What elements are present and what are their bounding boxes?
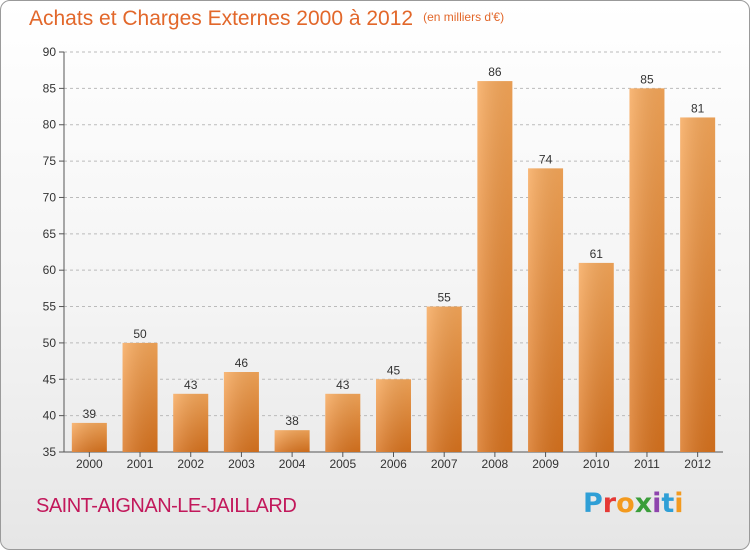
data-label: 85 <box>640 72 654 86</box>
data-label: 50 <box>133 327 147 341</box>
brand-letter: x <box>634 488 653 519</box>
data-label: 39 <box>83 407 97 421</box>
bar-shade <box>680 117 716 453</box>
y-tick-label: 80 <box>43 118 57 132</box>
y-tick-label: 85 <box>43 81 57 95</box>
brand-letter: P <box>583 488 603 519</box>
data-label: 38 <box>285 414 299 428</box>
bar-shade <box>71 422 107 452</box>
y-tick-label: 40 <box>43 409 57 423</box>
y-tick-label: 55 <box>43 300 57 314</box>
bar-shade <box>173 393 209 452</box>
x-tick-label: 2010 <box>583 457 610 471</box>
y-tick-label: 50 <box>43 336 57 350</box>
data-label: 43 <box>184 378 198 392</box>
x-tick-label: 2006 <box>380 457 407 471</box>
chart-title: Achats et Charges Externes 2000 à 2012 (e… <box>29 7 504 31</box>
x-tick-label: 2008 <box>482 457 509 471</box>
data-label: 81 <box>691 101 705 115</box>
data-label: 46 <box>235 356 249 370</box>
x-tick-label: 2005 <box>329 457 356 471</box>
data-label: 55 <box>438 291 452 305</box>
data-label: 61 <box>590 247 604 261</box>
y-tick-label: 45 <box>43 372 57 386</box>
brand-logo: Proxiti <box>583 488 684 519</box>
data-label: 86 <box>488 65 502 79</box>
data-label: 43 <box>336 378 350 392</box>
y-tick-label: 60 <box>43 263 57 277</box>
bar-shade <box>578 262 614 452</box>
city-name: SAINT-AIGNAN-LE-JAILLARD <box>36 495 297 517</box>
data-label: 45 <box>387 363 401 377</box>
y-tick-label: 65 <box>43 227 57 241</box>
bar-shade <box>528 168 564 452</box>
bar-shade <box>223 372 259 452</box>
x-tick-label: 2007 <box>431 457 458 471</box>
x-tick-label: 2009 <box>532 457 559 471</box>
data-label: 74 <box>539 152 553 166</box>
x-tick-label: 2001 <box>127 457 154 471</box>
y-tick-label: 90 <box>43 45 57 59</box>
labels: 35 40 45 50 55 60 65 70 75 80 85 90 39 2000 50 2001 43 20… <box>43 45 712 471</box>
x-tick-label: 2012 <box>684 457 711 471</box>
bar-shade <box>122 342 158 452</box>
x-tick-label: 2002 <box>177 457 204 471</box>
brand-letter: r <box>602 488 617 519</box>
brand-letter: o <box>616 488 635 519</box>
gridlines <box>64 51 723 417</box>
bars <box>71 81 716 453</box>
bar-shade <box>426 306 462 452</box>
y-tick-label: 35 <box>43 445 57 459</box>
brand-letter: i <box>674 488 684 519</box>
chart-title-text: Achats et Charges Externes 2000 à 2012 <box>29 7 414 30</box>
y-tick-label: 75 <box>43 154 57 168</box>
bar-shade <box>325 393 361 452</box>
bar-shade <box>274 430 310 452</box>
x-tick-label: 2000 <box>76 457 103 471</box>
x-tick-label: 2004 <box>279 457 306 471</box>
y-tick-label: 70 <box>43 190 57 204</box>
bar-shade <box>629 88 665 452</box>
bar-shade <box>376 379 411 452</box>
chart-title-unit: (en milliers d'€) <box>423 10 505 24</box>
bar-shade <box>477 81 513 452</box>
brand-letter: t <box>661 488 675 519</box>
x-tick-label: 2011 <box>634 457 660 471</box>
brand-letter: i <box>652 488 662 519</box>
x-tick-label: 2003 <box>228 457 255 471</box>
